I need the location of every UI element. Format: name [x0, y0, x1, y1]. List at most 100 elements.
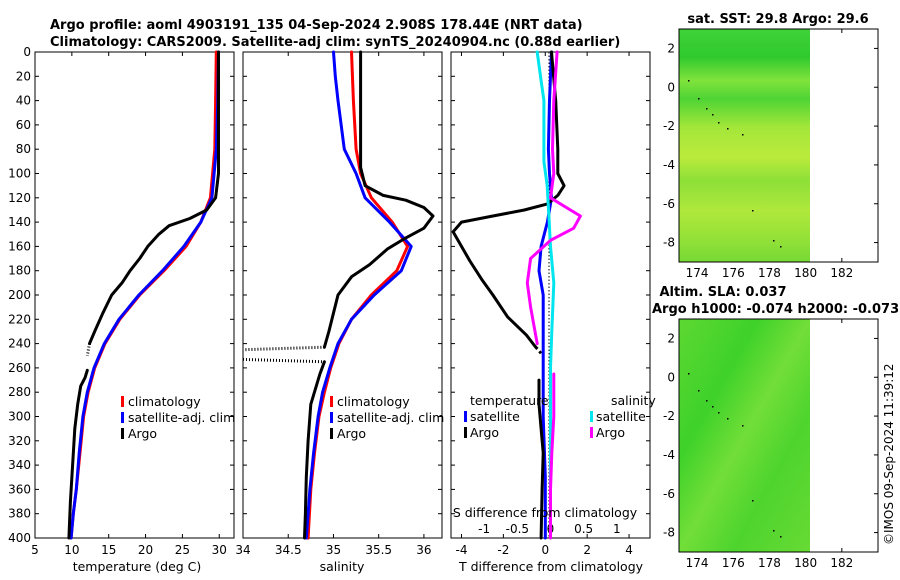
map-x-tick-label: 180 [794, 266, 817, 280]
map-y-tick-label: 0 [667, 370, 675, 384]
imos-watermark: ©IMOS 09-Sep-2024 11:39:12 [882, 363, 896, 545]
map-y-tick-label: 0 [667, 80, 675, 94]
series-line-s-argo [549, 372, 556, 540]
map-y-tick-label: -2 [663, 409, 675, 423]
x-tick-label: 4 [625, 543, 633, 557]
map-y-tick-label: 2 [667, 41, 675, 55]
sst-map-frame [678, 28, 879, 263]
legend-swatch-s-satellite [590, 411, 593, 422]
y-tick-label: 360 [8, 482, 31, 496]
difference-legend: temperature salinity satellite Argo sate… [464, 393, 656, 440]
y-tick-label: 400 [8, 531, 31, 545]
y-tick-label: 260 [8, 361, 31, 375]
y-tick-label: 0 [23, 45, 31, 59]
y-tick-label: 120 [8, 191, 31, 205]
legend-label-argo: Argo [128, 426, 157, 441]
salinity-xlabel: salinity [320, 559, 365, 574]
x2-tick-label: -1 [478, 522, 490, 536]
temperature-xlabel: temperature (deg C) [73, 559, 202, 574]
legend-label-climatology: climatology [337, 394, 410, 409]
series-line-argo [242, 345, 325, 352]
series-line-argo [67, 368, 89, 540]
figure-title-line1: Argo profile: aoml 4903191_135 04-Sep-20… [50, 18, 583, 33]
sst-map-title: sat. SST: 29.8 Argo: 29.6 [687, 12, 868, 27]
figure-title-line2: Climatology: CARS2009. Satellite-adj cli… [50, 35, 620, 50]
series-line-t-argo [451, 50, 566, 348]
y-tick-label: 280 [8, 385, 31, 399]
difference-xlabel: T difference from climatology [458, 559, 644, 574]
legend-label-satellite: satellite-adj. clim [128, 410, 235, 425]
x-tick-label: -2 [497, 543, 509, 557]
legend-swatch-satellite [121, 412, 124, 423]
y-tick-label: 380 [8, 507, 31, 521]
x2-tick-label: -0.5 [506, 522, 529, 536]
map-y-tick-label: -4 [663, 158, 675, 172]
legend-swatch-t-satellite [464, 411, 467, 422]
series-line-argo [303, 360, 326, 540]
x2-tick-label: 0.5 [574, 522, 593, 536]
map-y-tick-label: -8 [663, 236, 675, 250]
y-tick-label: 140 [8, 215, 31, 229]
y-tick-label: 160 [8, 239, 31, 253]
map-x-tick-label: 180 [794, 556, 817, 570]
sla-map-frame [678, 318, 879, 553]
plot-layer: 0204060801001201401601802002202402602803… [8, 29, 878, 570]
map-x-tick-label: 182 [830, 556, 853, 570]
map-x-tick-label: 174 [686, 266, 709, 280]
series-line-satellite-adj-clim [304, 50, 413, 540]
legend-label-s-argo: Argo [596, 425, 625, 440]
map-y-tick-label: -2 [663, 119, 675, 133]
x-tick-label: 5 [31, 543, 39, 557]
sst-heatmap [679, 29, 810, 262]
sst-heatmap-shade [679, 29, 810, 262]
legend-swatch-t-argo [464, 427, 467, 438]
map-y-tick-label: 2 [667, 331, 675, 345]
legend-title-temperature: temperature [470, 393, 549, 408]
legend-label-t-argo: Argo [470, 425, 499, 440]
series-line-climatology [69, 50, 218, 540]
legend-swatch-satellite [330, 412, 333, 423]
x-tick-label: -4 [455, 543, 467, 557]
legend-swatch-s-argo [590, 427, 593, 438]
map-x-tick-label: 178 [758, 266, 781, 280]
y-tick-label: 300 [8, 410, 31, 424]
y-tick-label: 220 [8, 312, 31, 326]
legend-swatch-climatology [121, 396, 124, 407]
x2-tick-label: 1 [613, 522, 621, 536]
map-y-tick-label: -4 [663, 448, 675, 462]
series-line-argo [322, 50, 435, 349]
series-line-s-argo [525, 50, 582, 346]
legend-swatch-argo [330, 428, 333, 439]
difference-x2label: S difference from climatology [453, 505, 638, 520]
series-line-t-argo [537, 378, 545, 540]
temperature-panel [34, 51, 235, 539]
map-x-tick-label: 176 [722, 556, 745, 570]
y-tick-label: 240 [8, 337, 31, 351]
series-line-argo [88, 50, 220, 346]
x-tick-label: 0 [541, 543, 549, 557]
y-tick-label: 80 [16, 142, 31, 156]
x-tick-label: 30 [212, 543, 227, 557]
series-line-argo [242, 357, 325, 364]
x-tick-label: 35 [326, 543, 341, 557]
x-tick-label: 36 [416, 543, 431, 557]
series-line-t-argo [533, 345, 543, 355]
x-tick-label: 2 [583, 543, 591, 557]
x-tick-label: 10 [64, 543, 79, 557]
temperature-legend: climatology satellite-adj. clim Argo [121, 394, 235, 441]
sla-map-title: Altim. SLA: 0.037 [660, 285, 787, 300]
x-tick-label: 20 [138, 543, 153, 557]
legend-label-satellite: satellite-adj. clim [337, 410, 444, 425]
y-tick-label: 100 [8, 167, 31, 181]
y-tick-label: 340 [8, 458, 31, 472]
series-line-satellite-adj-clim [69, 50, 220, 540]
y-tick-label: 180 [8, 264, 31, 278]
map-x-tick-label: 178 [758, 556, 781, 570]
y-tick-label: 20 [16, 69, 31, 83]
legend-swatch-argo [121, 428, 124, 439]
x-tick-label: 25 [175, 543, 190, 557]
salinity-legend: climatology satellite-adj. clim Argo [330, 394, 444, 441]
legend-label-s-satellite: satellite [596, 409, 646, 424]
legend-swatch-climatology [330, 396, 333, 407]
